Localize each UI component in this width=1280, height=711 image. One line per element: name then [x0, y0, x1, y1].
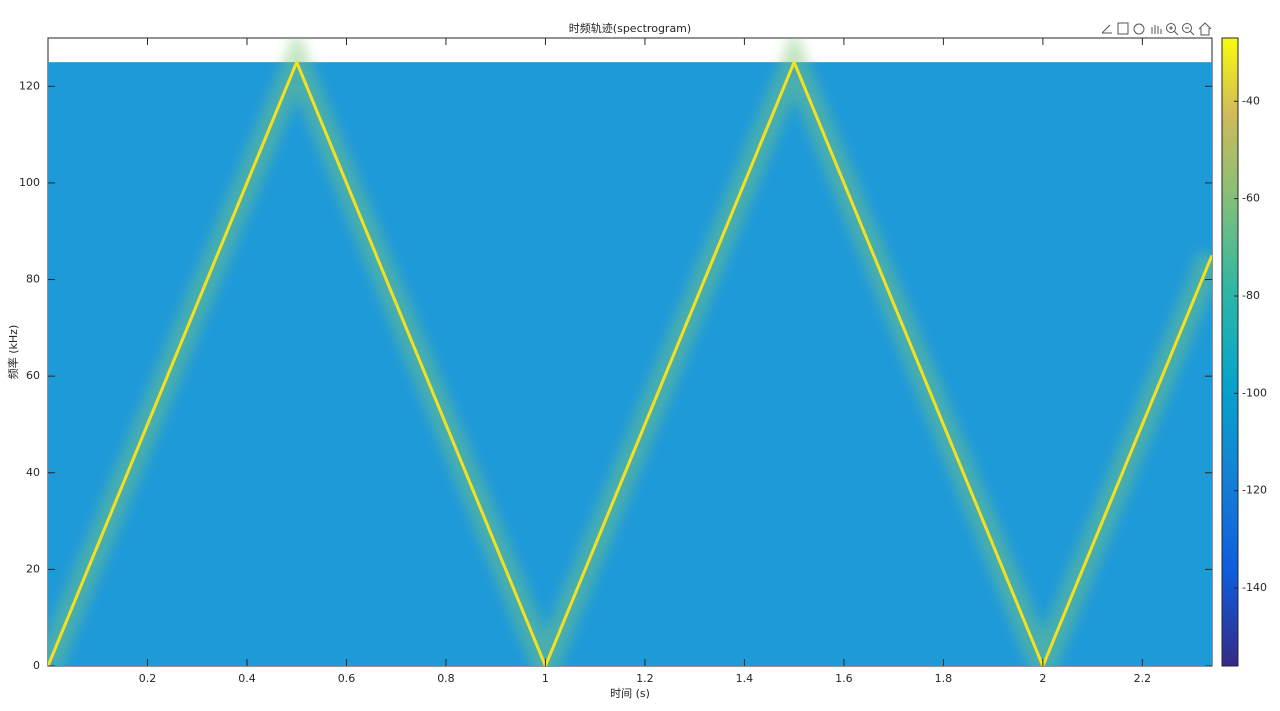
colorbar-tick-label: -40: [1242, 94, 1260, 107]
y-tick-label: 80: [26, 273, 40, 286]
x-tick-label: 0.2: [139, 672, 157, 685]
ridge-line: [48, 60, 1212, 666]
y-tick-label: 40: [26, 466, 40, 479]
zoom-out-icon[interactable]: [1182, 23, 1195, 36]
spectrogram-field: [48, 62, 1212, 666]
colorbar-tick-label: -120: [1242, 484, 1267, 497]
y-axis-label: 频率 (kHz): [6, 325, 20, 380]
x-tick-label: 0.8: [437, 672, 455, 685]
datatip-icon[interactable]: [1117, 22, 1129, 35]
chart-title: 时频轨迹(spectrogram): [569, 21, 691, 35]
rotate-icon[interactable]: [1133, 23, 1145, 35]
x-tick-label: 2: [1039, 672, 1046, 685]
x-tick-label: 0.4: [238, 672, 256, 685]
x-tick-label: 2.2: [1134, 672, 1152, 685]
x-tick-label: 1: [542, 672, 549, 685]
home-icon[interactable]: [1198, 22, 1212, 36]
pan-icon[interactable]: [1151, 25, 1162, 34]
colorbar-tick-label: -60: [1242, 192, 1260, 205]
x-tick-label: 1.6: [835, 672, 853, 685]
y-tick-label: 60: [26, 369, 40, 382]
x-axis-label: 时间 (s): [610, 687, 650, 700]
colorbar-tick-label: -100: [1242, 386, 1267, 399]
zoom-in-icon[interactable]: [1166, 23, 1179, 36]
y-tick-label: 120: [19, 79, 40, 92]
y-tick-label: 0: [33, 659, 40, 672]
x-tick-label: 1.2: [636, 672, 654, 685]
y-tick-label: 20: [26, 562, 40, 575]
colorbar: [1221, 37, 1239, 667]
toolbar: [1101, 22, 1212, 36]
brush-icon[interactable]: [1101, 24, 1112, 34]
y-tick-label: 100: [19, 176, 40, 189]
colorbar-tick-label: -80: [1242, 289, 1260, 302]
colorbar-tick-label: -140: [1242, 581, 1267, 594]
x-tick-label: 1.4: [736, 672, 754, 685]
x-tick-label: 1.8: [935, 672, 953, 685]
x-tick-label: 0.6: [338, 672, 356, 685]
